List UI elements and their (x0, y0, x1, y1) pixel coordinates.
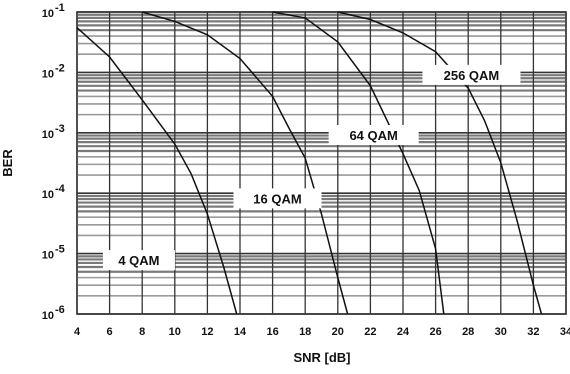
curves (76, 11, 543, 315)
y-tick-label: 10 -5 (42, 244, 65, 262)
annotation-box (233, 188, 322, 209)
x-tick-labels: 4 6 8 10 12 14 16 18 20 22 24 26 28 30 32 34 (74, 326, 570, 338)
annotation-label: 4 QAM (118, 253, 159, 268)
x-tick-label: 8 (139, 326, 145, 338)
y-tick-base: 10 (42, 250, 54, 262)
annotation-label: 16 QAM (253, 191, 301, 206)
y-tick-exponent: -4 (55, 183, 66, 195)
x-tick-label: 20 (332, 326, 344, 338)
y-tick-labels: 10-110-210-310-410-510-6 (42, 2, 66, 322)
annotation-label: 64 QAM (349, 128, 397, 143)
y-tick-label: 10 -2 (42, 62, 65, 80)
x-tick-label: 6 (107, 326, 113, 338)
x-tick-label: 4 (74, 326, 81, 338)
series-line-4-qam (76, 27, 238, 315)
x-axis-title: SNR [dB] (293, 350, 350, 365)
annotation-box (422, 64, 521, 85)
annotations: 4 QAM 16 QAM 64 QAM 256 QAM (102, 64, 521, 271)
annotation-box (328, 124, 419, 145)
y-tick-base: 10 (42, 189, 54, 201)
annotation-label: 256 QAM (444, 68, 500, 83)
x-tick-label: 14 (234, 326, 247, 338)
y-tick-exponent: -2 (55, 62, 65, 74)
x-tick-label: 22 (364, 326, 376, 338)
annotation-box (102, 250, 175, 271)
y-tick-label: 10 -3 (42, 123, 65, 141)
y-tick-base: 10 (42, 8, 54, 20)
y-tick-exponent: -6 (55, 304, 65, 316)
series-line-64-qam (272, 11, 445, 315)
x-tick-label: 30 (495, 326, 507, 338)
x-tick-label: 18 (299, 326, 311, 338)
y-tick-label: 10 -4 (42, 183, 66, 201)
x-tick-label: 26 (429, 326, 441, 338)
y-tick-base: 10 (42, 129, 54, 141)
y-tick-base: 10 (42, 68, 54, 80)
y-axis-title: BER (0, 149, 15, 177)
x-tick-label: 24 (397, 326, 410, 338)
y-tick-exponent: -5 (55, 244, 65, 256)
y-tick-base: 10 (42, 310, 54, 322)
y-tick-label: 10 -1 (42, 2, 65, 20)
y-tick-exponent: -1 (55, 2, 65, 14)
x-tick-label: 10 (169, 326, 181, 338)
x-tick-label: 12 (201, 326, 213, 338)
y-tick-label: 10 -6 (42, 304, 65, 322)
x-tick-label: 32 (527, 326, 539, 338)
major-grid (76, 11, 567, 315)
series-line-256-qam (337, 11, 543, 315)
x-tick-label: 28 (462, 326, 474, 338)
series-line-16-qam (141, 11, 349, 315)
x-tick-label: 34 (560, 326, 570, 338)
x-tick-label: 16 (266, 326, 278, 338)
y-tick-exponent: -3 (55, 123, 65, 135)
